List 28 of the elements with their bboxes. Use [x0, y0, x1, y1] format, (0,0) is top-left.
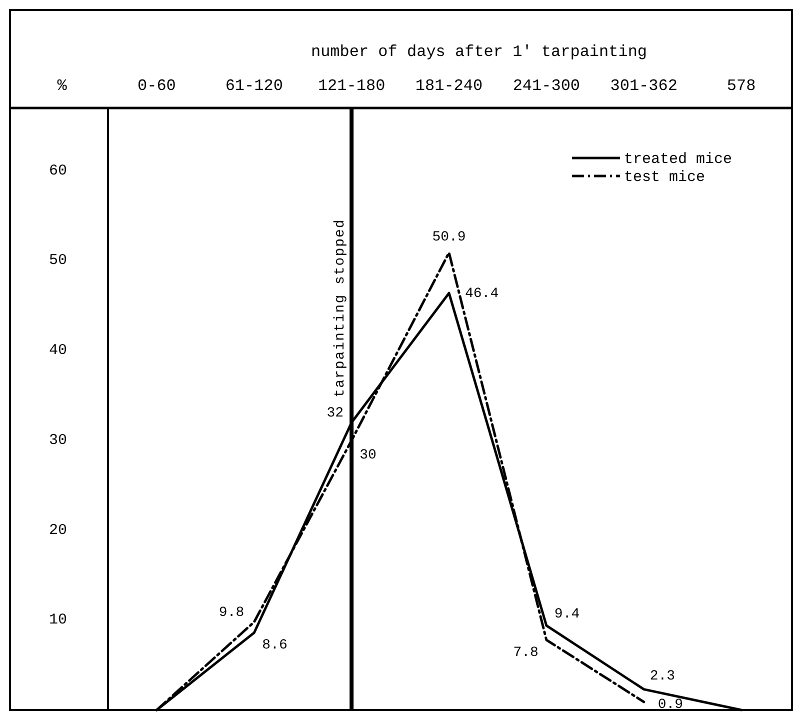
data-label: 7.8 [513, 644, 538, 661]
x-axis-title: number of days after 1' tarpainting [310, 43, 648, 61]
x-tick-label: 578 [726, 77, 756, 95]
x-tick-label: 181-240 [415, 77, 483, 95]
ref-line-label: tarpainting stopped [332, 218, 349, 398]
data-label: 30 [360, 447, 376, 464]
data-label: 8.6 [262, 638, 288, 654]
data-label: 2.3 [650, 668, 676, 684]
y-tick-label: 20 [48, 522, 68, 539]
data-label: 32 [326, 405, 344, 422]
y-tick-label: 60 [48, 162, 68, 180]
y-tick-label: 50 [48, 252, 68, 270]
x-tick-label: 61-120 [225, 77, 283, 95]
data-label: 0.9 [658, 696, 684, 713]
y-axis-title: % [57, 77, 68, 95]
x-tick-label: 121-180 [318, 77, 386, 95]
x-tick-label: 241-300 [512, 77, 580, 95]
x-tick-label: 0-60 [138, 77, 176, 95]
y-tick-label: 10 [48, 612, 68, 629]
x-tick-label: 301-362 [610, 77, 678, 95]
legend-label: test mice [624, 169, 706, 186]
y-tick-label: 40 [48, 342, 68, 360]
y-tick-label: 30 [48, 432, 68, 449]
data-label: 9.8 [218, 604, 244, 621]
legend-label: treated mice [624, 151, 732, 168]
data-label: 50.9 [432, 230, 466, 246]
data-label: 46.4 [465, 286, 499, 302]
data-label: 9.4 [554, 606, 580, 623]
